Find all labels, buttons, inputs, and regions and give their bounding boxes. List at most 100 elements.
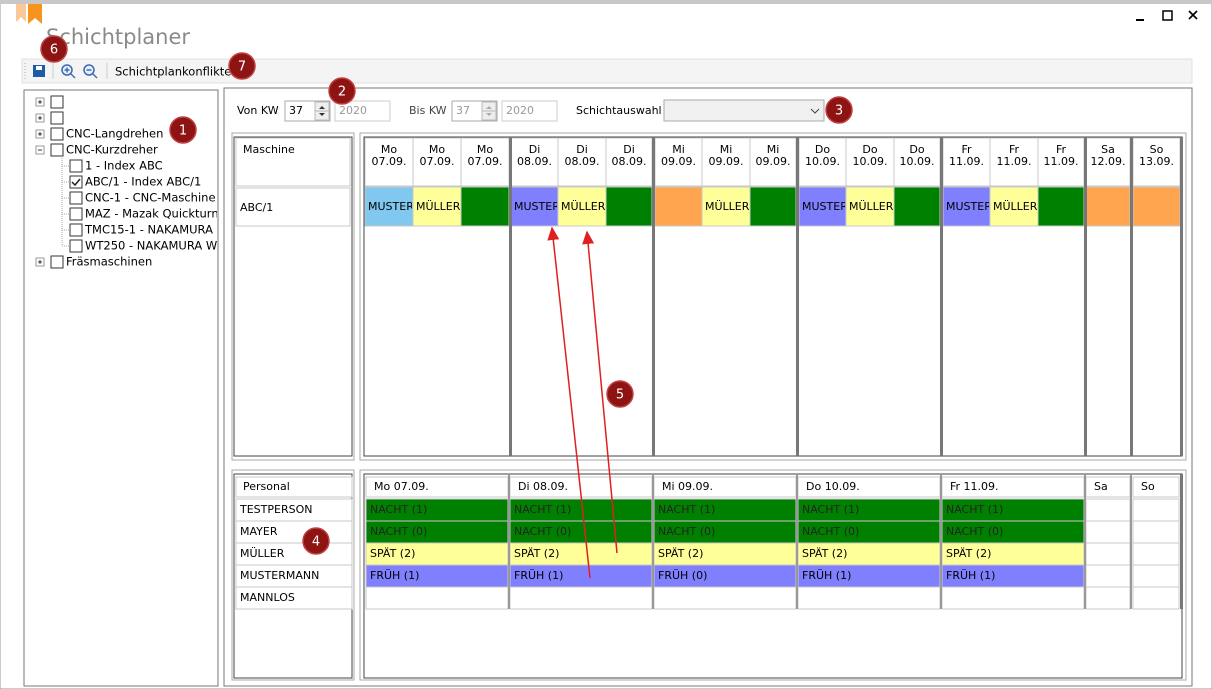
tree-node[interactable]	[35, 95, 64, 109]
maximize-button[interactable]	[1162, 10, 1173, 21]
day-separator	[1084, 137, 1087, 456]
day-date: 10.09.	[853, 155, 888, 168]
person-name[interactable]: MÜLLER	[240, 547, 285, 560]
tree-checkmark	[71, 178, 81, 187]
shift-cell[interactable]	[557, 186, 607, 227]
day-date: 08.09.	[517, 155, 552, 168]
shift-assignee: MUSTER	[946, 200, 992, 213]
annotation-arrow	[547, 226, 591, 579]
day-date: 07.09.	[372, 155, 407, 168]
day-name: Mi	[720, 143, 733, 156]
shift-assignee: MÜLLER	[849, 200, 894, 213]
shift-cell[interactable]	[798, 186, 847, 227]
tree-checkbox[interactable]	[69, 159, 83, 173]
annotation-badge	[40, 35, 68, 63]
tree-label[interactable]: CNC-Kurzdreher	[66, 143, 158, 157]
tree-node[interactable]	[35, 111, 64, 125]
tree-label[interactable]: MAZ - Mazak Quickturn	[85, 207, 219, 221]
annotation-badge	[328, 77, 356, 105]
shift-label: FRÜH (1)	[802, 569, 851, 582]
day-name: Do	[862, 143, 877, 156]
day-name: Sa	[1101, 143, 1115, 156]
spin-arrows	[319, 106, 325, 116]
shift-label: SPÄT (2)	[658, 547, 703, 560]
tree-checkbox[interactable]	[69, 175, 83, 189]
day-date: 09.09.	[661, 155, 696, 168]
day-date: 11.09.	[1044, 155, 1079, 168]
machine-header-cell	[235, 137, 351, 187]
person-name[interactable]: MANNLOS	[240, 591, 295, 604]
shift-label: Schichtauswahl	[576, 104, 662, 117]
shift-cell[interactable]	[1085, 186, 1131, 227]
shift-cell[interactable]	[510, 186, 559, 227]
shift-cell[interactable]	[1132, 186, 1181, 227]
tree-checkbox[interactable]	[69, 207, 83, 221]
day-header-cell	[1085, 137, 1131, 187]
tree-label[interactable]: CNC-Langdrehen	[66, 127, 163, 141]
shift-assignee: MUSTER	[514, 200, 560, 213]
tree-checkbox[interactable]	[69, 239, 83, 253]
person-name[interactable]: TESTPERSON	[239, 503, 312, 516]
shift-cell[interactable]	[942, 186, 991, 227]
shift-label: NACHT (0)	[514, 525, 571, 538]
tree-label[interactable]: WT250 - NAKAMURA W	[85, 239, 217, 253]
tree-checkbox[interactable]	[69, 191, 83, 205]
shift-label: FRÜH (0)	[658, 569, 707, 582]
close-button[interactable]	[1188, 10, 1198, 20]
tree-checkbox[interactable]	[50, 143, 64, 157]
annotation-number: 2	[338, 85, 346, 100]
day-header: Fr 11.09.	[950, 480, 999, 493]
person-cell	[235, 586, 353, 610]
year-value: 2020	[506, 104, 534, 117]
shift-cell[interactable]	[701, 186, 751, 227]
spin-arrows	[486, 106, 492, 116]
annotation-badge	[825, 96, 853, 124]
toolbar	[21, 58, 1193, 84]
shift-cell[interactable]	[605, 186, 653, 227]
shift-cell	[941, 586, 1085, 610]
shift-cell	[1085, 542, 1131, 566]
day-separator	[1130, 474, 1132, 609]
tree-label[interactable]: 1 - Index ABC	[85, 159, 163, 173]
shift-assignee: MÜLLER	[705, 200, 750, 213]
shift-cell	[509, 586, 653, 610]
day-header: Mo 07.09.	[374, 480, 429, 493]
tree-checkbox[interactable]	[50, 127, 64, 141]
person-name[interactable]: MAYER	[240, 525, 278, 538]
shift-cell[interactable]	[893, 186, 941, 227]
day-date: 08.09.	[565, 155, 600, 168]
shift-cell[interactable]	[989, 186, 1039, 227]
save-button[interactable]	[33, 65, 45, 77]
tree-label[interactable]: TMC15-1 - NAKAMURA	[84, 223, 213, 237]
zoom-out-button[interactable]	[83, 64, 98, 79]
shift-assignee: MUSTER	[368, 200, 414, 213]
shift-cell[interactable]	[749, 186, 797, 227]
tree-checkbox[interactable]	[69, 223, 83, 237]
person-name[interactable]: MUSTERMANN	[240, 569, 319, 582]
to-label: Bis KW	[409, 104, 447, 117]
zoom-in-button[interactable]	[61, 64, 76, 79]
tree-label[interactable]: ABC/1 - Index ABC/1	[85, 175, 201, 189]
day-header: So	[1141, 480, 1155, 493]
shift-cell[interactable]	[654, 186, 703, 227]
shift-cell[interactable]	[460, 186, 510, 227]
tree-label[interactable]: Fräsmaschinen	[66, 255, 152, 269]
grid-right-bar	[1180, 137, 1183, 456]
conflicts-button[interactable]: Schichtplankonflikte	[115, 65, 231, 79]
annotation-number: 3	[835, 104, 843, 119]
shift-label: FRÜH (1)	[946, 569, 995, 582]
shift-assignee: MÜLLER	[416, 200, 461, 213]
shift-cell[interactable]	[845, 186, 895, 227]
day-date: 13.09.	[1139, 155, 1174, 168]
shift-dropdown[interactable]	[663, 99, 825, 122]
shift-cell	[653, 586, 797, 610]
shift-cell[interactable]	[1037, 186, 1085, 227]
annotation-number: 7	[238, 60, 246, 75]
shift-cell	[1132, 564, 1180, 588]
day-name: So	[1150, 143, 1164, 156]
machine-name[interactable]: ABC/1	[240, 201, 273, 214]
day-name: Di	[529, 143, 541, 156]
tree-checkbox[interactable]	[50, 255, 64, 269]
tree-label[interactable]: CNC-1 - CNC-Maschine 1	[85, 191, 227, 205]
